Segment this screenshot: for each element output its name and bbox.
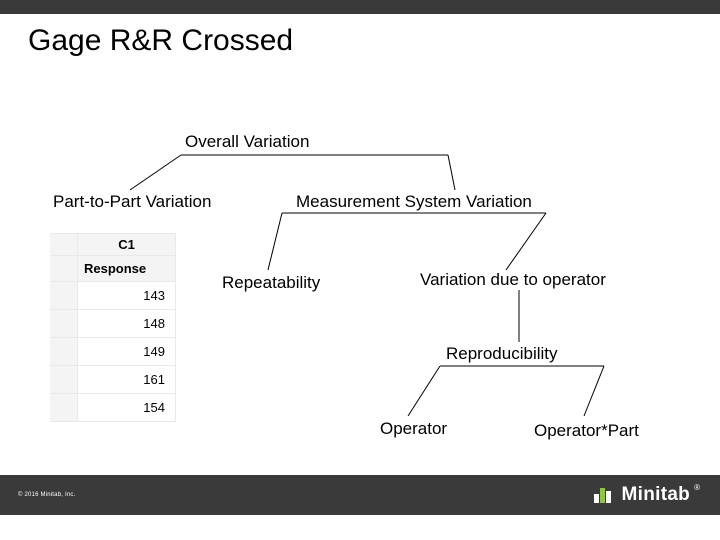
logo-mark-icon xyxy=(594,483,616,508)
page-title: Gage R&R Crossed xyxy=(28,24,293,58)
snippet-row-gutter xyxy=(50,366,78,394)
minitab-logo: Minitab ® xyxy=(594,483,703,508)
node-overall: Overall Variation xyxy=(185,132,309,152)
top-bar xyxy=(0,0,720,14)
registered-mark: ® xyxy=(694,483,700,492)
snippet-row-gutter xyxy=(50,338,78,366)
snippet-cell: 143 xyxy=(78,282,176,310)
node-operator-part: Operator*Part xyxy=(534,421,639,441)
node-repeat: Repeatability xyxy=(222,273,320,293)
footer-bar: © 2016 Minitab, Inc. Minitab ® xyxy=(0,475,720,515)
node-operator: Operator xyxy=(380,419,447,439)
copyright-text: © 2016 Minitab, Inc. xyxy=(18,492,75,498)
node-var-op: Variation due to operator xyxy=(420,270,606,290)
snippet-cell: 148 xyxy=(78,310,176,338)
node-reprod: Reproducibility xyxy=(446,344,558,364)
snippet-cell: 154 xyxy=(78,394,176,422)
snippet-row-gutter xyxy=(50,282,78,310)
node-ptp: Part-to-Part Variation xyxy=(53,192,211,212)
snippet-corner xyxy=(50,256,78,282)
snippet-col-header xyxy=(50,234,78,256)
snippet-col-header: C1 xyxy=(78,234,176,256)
snippet-cell: 149 xyxy=(78,338,176,366)
snippet-row-header: Response xyxy=(78,256,176,282)
node-msv: Measurement System Variation xyxy=(296,192,532,212)
data-snippet: C1Response143148149161154 xyxy=(50,233,176,460)
snippet-cell: 161 xyxy=(78,366,176,394)
logo-text: Minitab xyxy=(622,484,691,506)
snippet-row-gutter xyxy=(50,394,78,422)
snippet-row-gutter xyxy=(50,310,78,338)
